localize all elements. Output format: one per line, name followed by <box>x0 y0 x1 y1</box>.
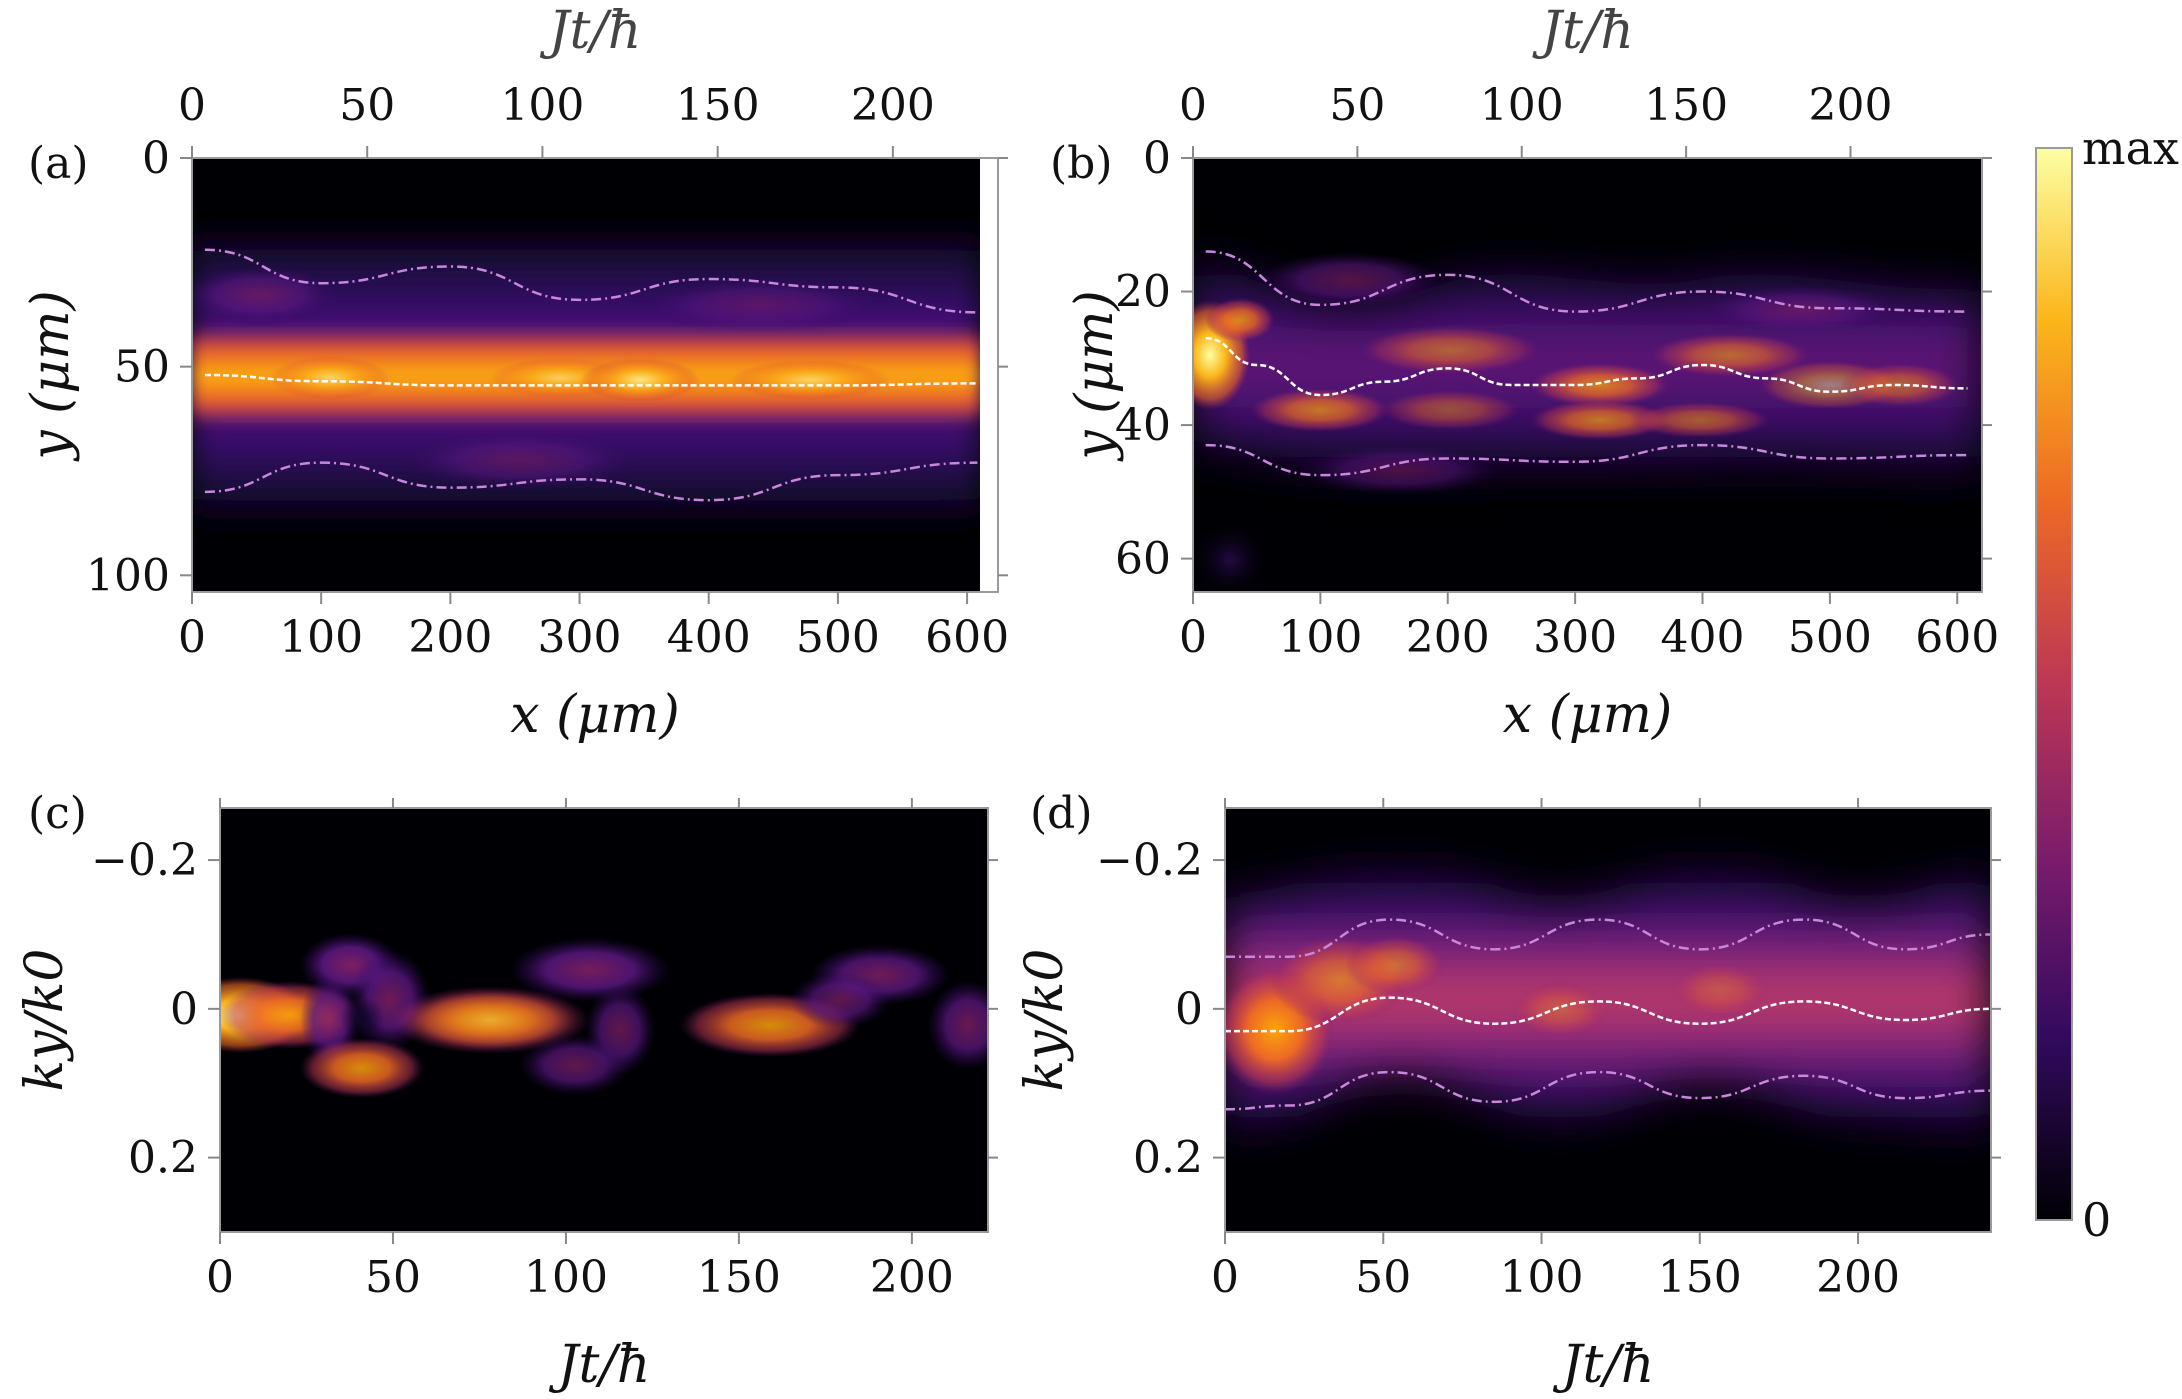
top-tick-label-a: 50 <box>339 80 395 131</box>
panel-letter-d: (d) <box>1030 788 1093 839</box>
y-tick-label-a: 0 <box>142 133 170 184</box>
center-line-b <box>1205 337 1968 397</box>
y-tick-label-d: 0 <box>1175 984 1203 1035</box>
x-tick-label-b: 400 <box>1661 612 1745 663</box>
heatmap-c <box>220 808 988 1232</box>
x-tick-label-b: 600 <box>1915 612 1999 663</box>
x-tick-label-a: 0 <box>178 612 206 663</box>
y-tick-label-b: 40 <box>1115 400 1171 451</box>
x-tick-label-b: 200 <box>1406 612 1490 663</box>
y-axis-label-c: ky/k0 <box>15 949 75 1092</box>
x-tick-label-c: 0 <box>206 1252 234 1303</box>
x-tick-label-a: 600 <box>925 612 1009 663</box>
top-tick-label-b: 100 <box>1480 80 1564 131</box>
panel-letter-c: (c) <box>28 788 87 839</box>
top-axis-label-a: Jt/ħ <box>540 1 642 61</box>
top-tick-label-a: 0 <box>178 80 206 131</box>
x-tick-label-a: 400 <box>667 612 751 663</box>
x-axis-label-c: Jt/ħ <box>549 1335 651 1395</box>
center-line-a <box>204 373 978 387</box>
x-axis-label-b: x (μm) <box>1503 685 1673 745</box>
y-tick-label-c: 0.2 <box>128 1133 198 1184</box>
y-tick-label-b: 20 <box>1115 267 1171 318</box>
y-axis-label-a: y (μm) <box>21 290 81 462</box>
x-tick-label-d: 200 <box>1816 1252 1900 1303</box>
x-tick-label-b: 0 <box>1179 612 1207 663</box>
x-tick-label-d: 100 <box>1500 1252 1584 1303</box>
y-tick-label-a: 50 <box>114 342 170 393</box>
heatmap-d <box>1225 808 1991 1232</box>
panel-d: 0 50 100 150 200 −0.2 0 0.2 Jt/ħ ky/k0 <box>1015 798 2001 1395</box>
top-tick-label-b: 0 <box>1179 80 1207 131</box>
colorbar-gradient <box>2035 147 2073 1221</box>
y-tick-label-a: 100 <box>86 550 170 601</box>
x-axis-label-d: Jt/ħ <box>1553 1335 1655 1395</box>
y-tick-label-d: −0.2 <box>1096 835 1203 886</box>
top-tick-label-a: 200 <box>851 80 935 131</box>
panel-letter-a: (a) <box>28 138 89 189</box>
x-axis-label-a: x (μm) <box>510 685 680 745</box>
x-tick-label-c: 200 <box>870 1252 954 1303</box>
x-tick-label-b: 100 <box>1278 612 1362 663</box>
y-tick-label-c: 0 <box>170 984 198 1035</box>
x-tick-label-d: 50 <box>1355 1252 1411 1303</box>
upper-band-b <box>1205 250 1968 313</box>
x-tick-label-b: 300 <box>1533 612 1617 663</box>
colorbar-min-label: 0 <box>2082 1193 2111 1247</box>
heatmap-b <box>1193 158 1982 592</box>
top-tick-label-b: 50 <box>1329 80 1385 131</box>
x-tick-label-a: 500 <box>796 612 880 663</box>
y-axis-label-d: ky/k0 <box>1015 949 1075 1092</box>
y-tick-label-c: −0.2 <box>91 835 198 886</box>
y-tick-label-d: 0.2 <box>1133 1133 1203 1184</box>
top-tick-label-a: 100 <box>500 80 584 131</box>
x-tick-label-c: 100 <box>524 1252 608 1303</box>
x-tick-label-b: 500 <box>1788 612 1872 663</box>
panel-c: 0 50 100 150 200 −0.2 0 0.2 Jt/ħ ky/k0 <box>15 798 998 1395</box>
x-tick-label-c: 150 <box>697 1252 781 1303</box>
top-axis-label-b: Jt/ħ <box>1532 1 1634 61</box>
upper-band-d <box>1225 918 1991 959</box>
lower-band-d <box>1225 1070 1991 1111</box>
y-tick-label-b: 60 <box>1115 534 1171 585</box>
colorbar-max-label: max <box>2082 121 2179 175</box>
colorbar: max 0 <box>2035 121 2179 1247</box>
upper-band-a <box>204 248 978 314</box>
top-tick-label-b: 150 <box>1644 80 1728 131</box>
y-tick-label-b: 0 <box>1143 133 1171 184</box>
x-tick-label-d: 150 <box>1658 1252 1742 1303</box>
top-tick-label-b: 200 <box>1809 80 1893 131</box>
center-line-d <box>1225 996 1991 1033</box>
heatmap-a <box>192 158 980 592</box>
x-tick-label-d: 0 <box>1211 1252 1239 1303</box>
lower-band-a <box>204 461 978 502</box>
x-tick-label-c: 50 <box>365 1252 421 1303</box>
panel-letter-b: (b) <box>1050 138 1113 189</box>
x-tick-label-a: 300 <box>538 612 622 663</box>
x-tick-label-a: 100 <box>279 612 363 663</box>
x-tick-label-a: 200 <box>408 612 492 663</box>
top-tick-label-a: 150 <box>676 80 760 131</box>
y-axis-label-b: y (μm) <box>1065 290 1125 462</box>
